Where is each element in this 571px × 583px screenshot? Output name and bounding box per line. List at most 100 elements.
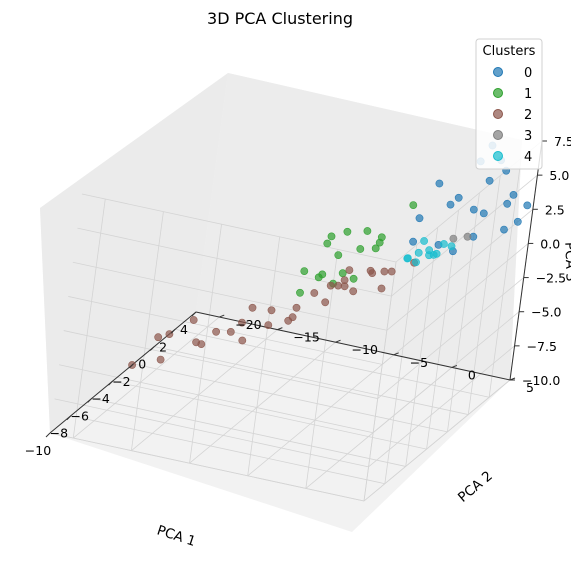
series-cluster-3 <box>449 232 472 243</box>
grid-line-z-side <box>68 296 383 365</box>
pane-left <box>40 73 228 433</box>
data-point-cluster-2 <box>238 318 246 327</box>
grid-line-x-floor <box>133 363 448 433</box>
data-point-cluster-4 <box>414 248 423 257</box>
data-point-cluster-1 <box>371 244 380 253</box>
x-tick-mark <box>170 328 176 334</box>
x-tick-mark <box>87 398 93 403</box>
grid-line-y-side <box>131 211 164 451</box>
data-point-cluster-2 <box>267 306 276 315</box>
data-point-cluster-1 <box>363 227 372 235</box>
data-point-cluster-2 <box>326 281 335 290</box>
grid-line-z-side <box>49 432 365 502</box>
axes-panes <box>40 73 522 532</box>
data-point-cluster-1 <box>375 238 384 247</box>
grid-line-y-side <box>363 261 397 502</box>
data-point-cluster-4 <box>420 237 428 245</box>
z-axis-label: PCA 3 <box>561 242 571 282</box>
legend-title: Clusters <box>483 44 536 59</box>
data-point-cluster-0 <box>469 205 478 214</box>
x-axis-label: PCA 1 <box>155 522 198 549</box>
grid-line-x-floor <box>175 328 490 398</box>
grid-line-y-side <box>72 198 106 439</box>
z-tick-label: 5.0 <box>549 168 569 183</box>
data-point-cluster-2 <box>284 316 293 325</box>
data-point-cluster-0 <box>409 237 417 246</box>
grid-line-x-back <box>488 158 522 398</box>
x-tick-mark <box>66 415 72 421</box>
data-point-cluster-2 <box>368 269 377 277</box>
grid-line-z-side <box>81 193 397 263</box>
data-point-cluster-0 <box>523 201 532 210</box>
data-point-cluster-3 <box>449 234 458 243</box>
data-point-cluster-2 <box>310 289 319 297</box>
x-tick-label: −10 <box>25 443 51 458</box>
legend-marker-4 <box>493 151 503 161</box>
grid-line-y-side <box>189 224 222 464</box>
data-point-cluster-1 <box>327 232 336 241</box>
data-point-cluster-2 <box>321 298 330 307</box>
grid-line-x-floor <box>91 398 406 467</box>
grid-line-y-side <box>247 236 281 476</box>
legend-label-2: 2 <box>524 108 532 123</box>
x-tick-mark <box>191 311 197 317</box>
z-tick-label: −10.0 <box>522 373 560 388</box>
pane-back <box>196 73 522 380</box>
data-point-cluster-1 <box>349 274 358 283</box>
data-point-cluster-2 <box>345 266 354 274</box>
z-tick-label: −7.5 <box>527 339 557 354</box>
legend-label-4: 4 <box>524 150 532 165</box>
data-point-cluster-2 <box>264 321 273 329</box>
y-tick-mark <box>219 314 225 318</box>
legend-marker-1 <box>493 88 503 98</box>
data-point-cluster-2 <box>192 338 200 347</box>
data-point-cluster-4 <box>432 249 441 258</box>
data-point-cluster-1 <box>338 269 347 278</box>
z-tick-label: 7.5 <box>554 134 571 149</box>
grid-line-z-back <box>377 277 524 399</box>
series-cluster-1 <box>296 201 418 297</box>
grid-line-x-back <box>447 192 480 432</box>
y-tick-label: 0 <box>468 367 476 382</box>
y-tick-label: −15 <box>293 330 319 345</box>
x-tick-mark <box>129 363 134 369</box>
legend-marker-3 <box>493 130 503 140</box>
data-point-cluster-2 <box>156 355 165 364</box>
x-tick-mark <box>149 346 155 351</box>
legend-label-3: 3 <box>524 129 532 144</box>
data-point-cluster-2 <box>334 281 342 290</box>
data-point-cluster-0 <box>500 225 508 234</box>
data-point-cluster-1 <box>318 270 327 279</box>
grid-line-y-floor <box>131 329 278 451</box>
x-tick-label: 0 <box>138 357 146 372</box>
data-point-cluster-2 <box>189 316 198 324</box>
x-tick-label: −8 <box>50 426 68 441</box>
grid-line-y-floor <box>189 341 336 464</box>
data-point-cluster-1 <box>323 239 332 248</box>
x-tick-label: −2 <box>112 374 130 389</box>
grid-line-z-back <box>363 379 511 502</box>
data-point-cluster-0 <box>454 193 463 202</box>
grid-line-x-floor <box>112 380 427 450</box>
y-tick-mark <box>451 364 458 368</box>
pane-floor <box>50 312 510 532</box>
data-point-cluster-0 <box>415 214 424 223</box>
data-point-cluster-2 <box>248 303 257 312</box>
y-tick-label: −10 <box>352 342 378 357</box>
grid-line-x-floor <box>154 346 469 415</box>
grid-line-z-back <box>382 243 529 365</box>
grid-line-z-side <box>63 330 378 399</box>
x-tick-label: −4 <box>91 391 109 406</box>
legend-label-0: 0 <box>524 66 532 81</box>
legend-label-1: 1 <box>524 87 532 102</box>
data-point-cluster-2 <box>212 327 220 336</box>
data-point-cluster-1 <box>296 288 304 297</box>
grid-line-x-floor <box>70 415 385 485</box>
data-point-cluster-2 <box>349 287 358 296</box>
grid-line-z-back <box>368 345 515 468</box>
data-point-cluster-0 <box>446 200 455 209</box>
data-point-cluster-4 <box>412 258 420 267</box>
data-point-cluster-2 <box>292 303 301 312</box>
y-tick-mark <box>335 339 341 343</box>
